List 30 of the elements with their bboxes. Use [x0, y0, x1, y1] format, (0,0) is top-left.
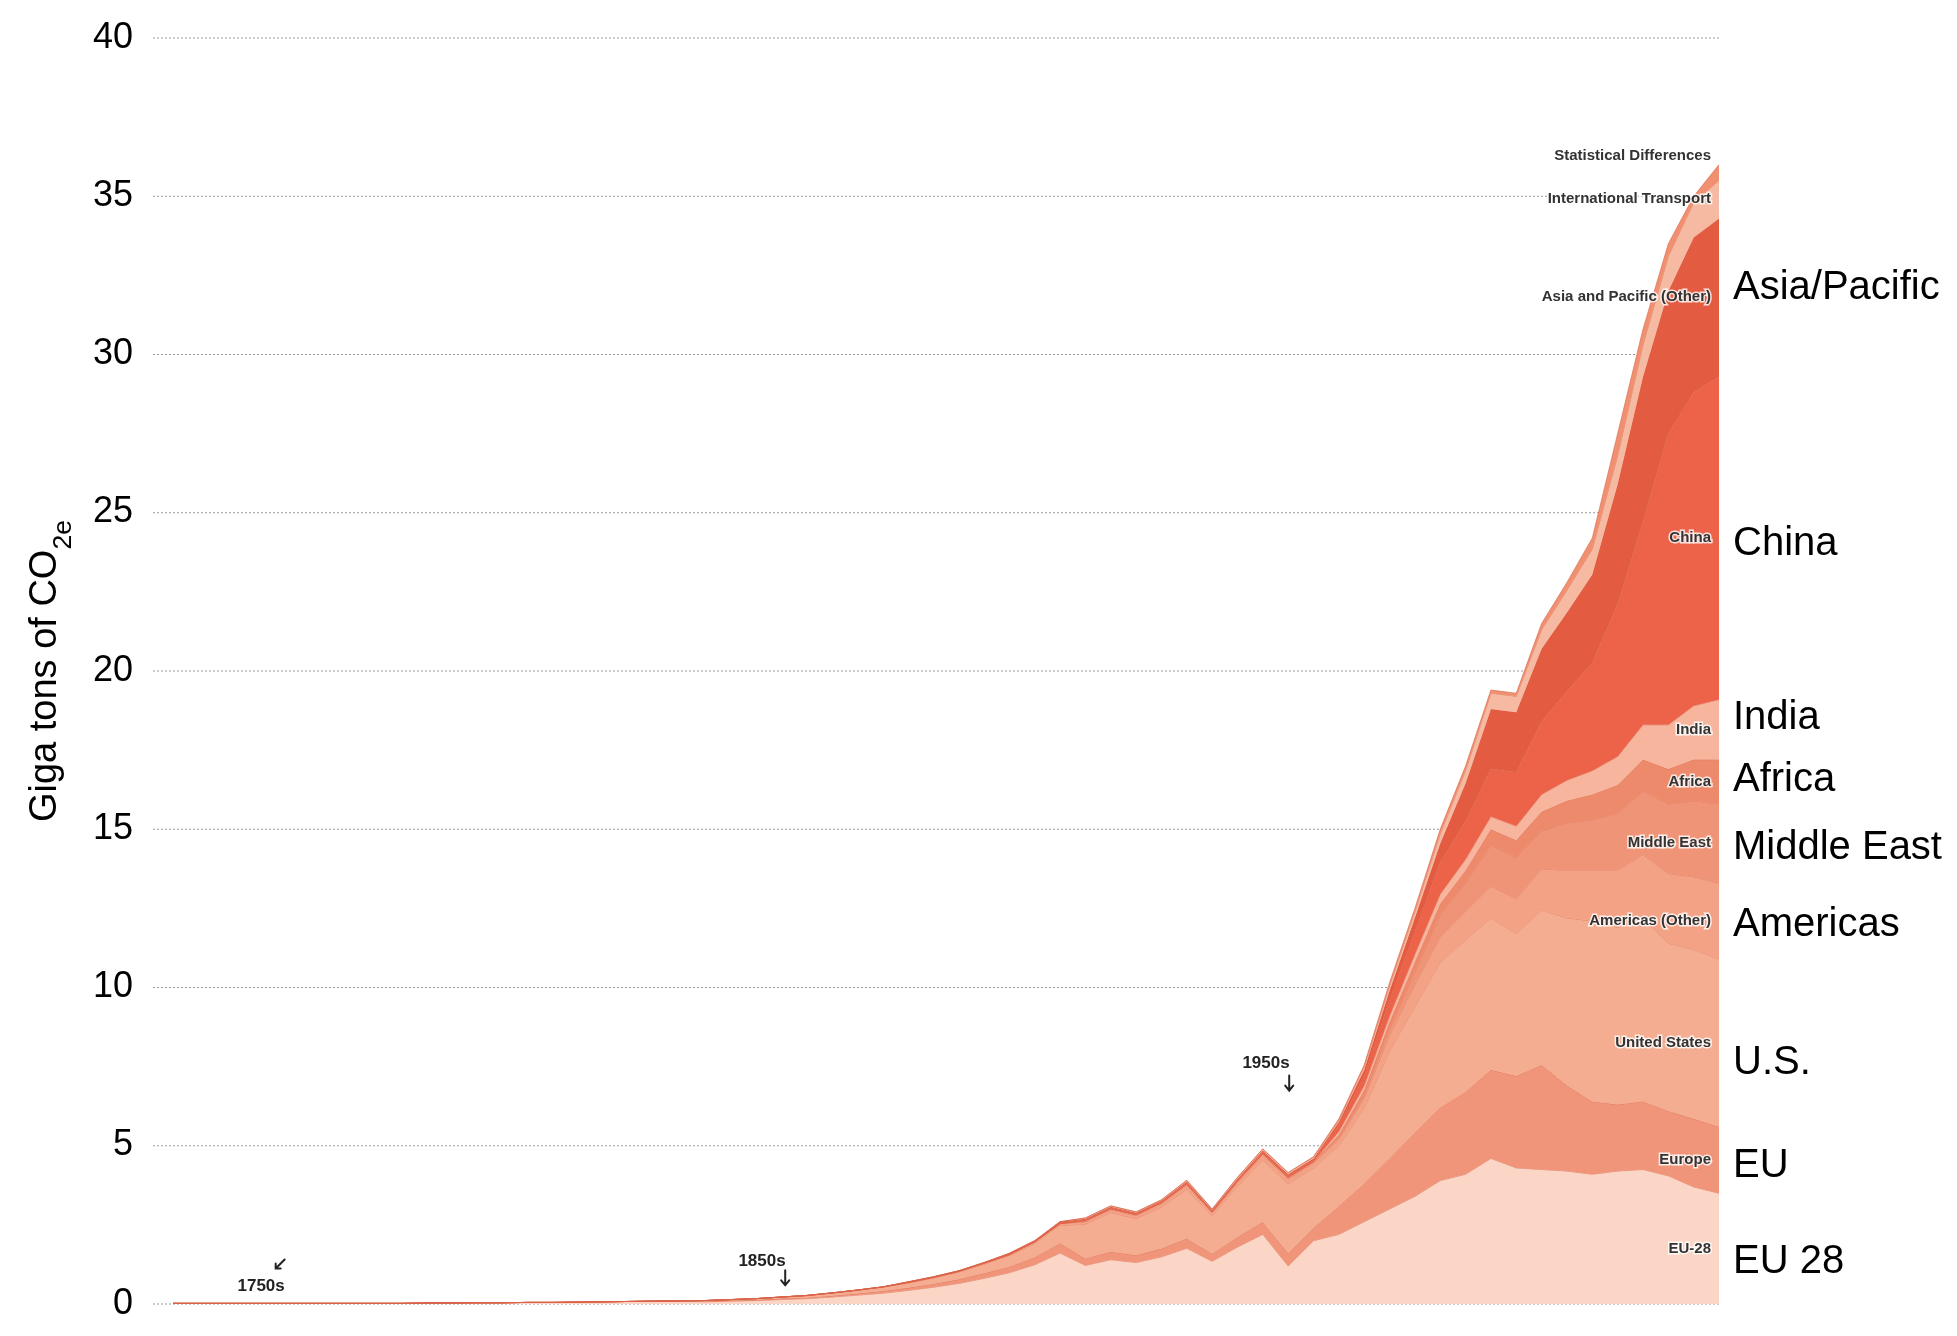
text: EU	[1733, 1140, 1789, 1185]
series-label: India	[1675, 719, 1712, 737]
text: Middle East	[1733, 822, 1942, 867]
annotation: 1950s	[1242, 1052, 1290, 1072]
y-tick-label: 10	[92, 964, 133, 1006]
series-label: United States	[1615, 1032, 1711, 1050]
y-tick-label: 5	[112, 1122, 133, 1164]
y-tick-label: 35	[92, 172, 133, 214]
text: Asia/Pacific	[1733, 262, 1940, 307]
series-label: Middle East	[1627, 833, 1711, 851]
text: India	[1733, 693, 1821, 738]
text: Americas	[1733, 900, 1900, 945]
y-tick-label: 30	[92, 331, 133, 373]
series-label: China	[1669, 528, 1712, 546]
annotation: 1850s	[738, 1250, 786, 1270]
series-label: EU-28	[1668, 1238, 1711, 1256]
text: China	[1733, 518, 1839, 563]
series-label: Africa	[1668, 771, 1712, 789]
y-tick-label: 20	[92, 647, 133, 689]
y-tick-label: 25	[92, 489, 133, 531]
text: U.S.	[1733, 1038, 1811, 1083]
series-label: Americas (Other)	[1589, 911, 1711, 928]
series-label: Statistical Differences	[1554, 145, 1711, 163]
y-tick-label: 0	[112, 1280, 133, 1322]
text: Africa	[1733, 754, 1836, 799]
y-tick-label: 15	[92, 805, 133, 847]
series-label: Europe	[1659, 1149, 1711, 1167]
text: EU 28	[1733, 1237, 1845, 1282]
y-tick-label: 40	[92, 14, 133, 56]
annotation: 1750s	[237, 1276, 285, 1296]
